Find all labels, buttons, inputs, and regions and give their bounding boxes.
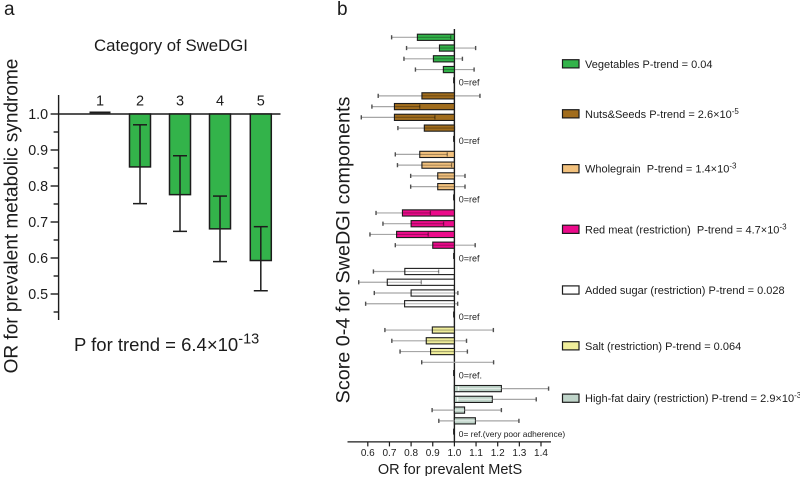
svg-text:0=ref: 0=ref	[459, 253, 480, 263]
svg-text:1.3: 1.3	[512, 448, 526, 459]
svg-text:Score 0-4 for SweDGI component: Score 0-4 for SweDGI components	[333, 97, 355, 404]
svg-text:0.5: 0.5	[28, 287, 48, 303]
svg-text:4: 4	[216, 94, 224, 110]
svg-text:0.7: 0.7	[382, 448, 396, 459]
svg-text:Added sugar (restriction) P-tr: Added sugar (restriction) P-trend = 0.02…	[585, 285, 785, 297]
svg-text:0.9: 0.9	[28, 143, 48, 159]
svg-text:5: 5	[257, 94, 265, 110]
svg-text:OR for prevalent MetS: OR for prevalent MetS	[378, 462, 522, 476]
svg-text:0=ref: 0=ref	[459, 136, 480, 146]
svg-text:2: 2	[136, 94, 144, 110]
svg-text:0=ref: 0=ref	[459, 195, 480, 205]
svg-text:Salt (restriction) P-trend = 0: Salt (restriction) P-trend = 0.064	[585, 341, 741, 353]
svg-text:0.8: 0.8	[404, 448, 418, 459]
svg-text:High-fat dairy (restriction) P: High-fat dairy (restriction) P-trend = 2…	[585, 391, 800, 405]
svg-text:b: b	[337, 0, 348, 20]
svg-text:0=ref: 0=ref	[459, 78, 480, 88]
svg-text:OR for prevalent metabolic syn: OR for prevalent metabolic syndrome	[2, 59, 23, 374]
svg-text:Category of SweDGI: Category of SweDGI	[94, 36, 248, 55]
svg-text:1.0: 1.0	[28, 107, 48, 123]
svg-text:0.8: 0.8	[28, 179, 48, 195]
svg-text:0.6: 0.6	[28, 251, 48, 267]
svg-text:1.2: 1.2	[491, 448, 505, 459]
svg-text:0=ref.: 0=ref.	[459, 370, 482, 380]
svg-text:a: a	[4, 0, 15, 20]
svg-text:Nuts&Seeds P-trend = 2.6×10-5: Nuts&Seeds P-trend = 2.6×10-5	[585, 107, 739, 121]
svg-text:Wholegrain P-trend = 1.4×10-3: Wholegrain P-trend = 1.4×10-3	[585, 162, 737, 176]
svg-text:0.9: 0.9	[426, 448, 440, 459]
svg-text:3: 3	[176, 94, 184, 110]
svg-text:1.1: 1.1	[469, 448, 483, 459]
svg-text:0.6: 0.6	[361, 448, 375, 459]
svg-text:0=ref: 0=ref	[459, 312, 480, 322]
svg-text:Vegetables P-trend = 0.04: Vegetables P-trend = 0.04	[585, 59, 713, 71]
svg-text:Red meat (restriction) P-tren: Red meat (restriction) P-trend = 4.7×10-…	[585, 222, 787, 236]
svg-text:1.4: 1.4	[534, 448, 548, 459]
svg-text:1: 1	[96, 94, 104, 110]
svg-text:0= ref.(very poor adherence): 0= ref.(very poor adherence)	[459, 429, 566, 439]
svg-text:0.7: 0.7	[28, 215, 48, 231]
svg-text:P for trend = 6.4×10-13: P for trend = 6.4×10-13	[74, 332, 259, 356]
svg-text:1.0: 1.0	[447, 448, 461, 459]
